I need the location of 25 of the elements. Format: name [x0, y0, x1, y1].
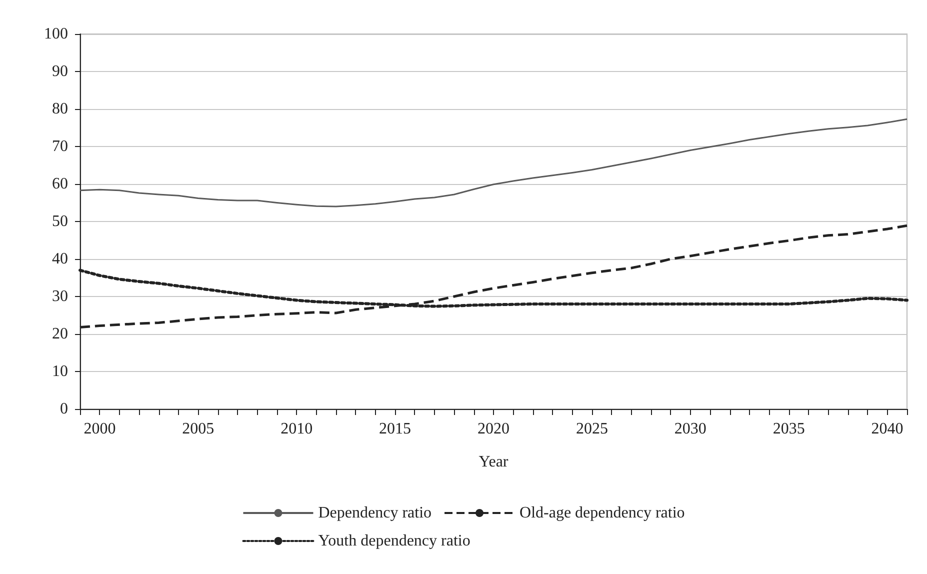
- y-tick-label: 30: [52, 288, 68, 305]
- y-tick-label: 10: [52, 363, 68, 380]
- x-tick-label: 2030: [674, 420, 706, 438]
- y-tick-label: 100: [44, 26, 68, 42]
- y-tick-label: 80: [52, 100, 68, 118]
- y-tick-label: 70: [52, 138, 68, 155]
- line-series: [79, 118, 908, 208]
- y-tick-label: 60: [52, 176, 68, 192]
- y-tick-label: 0: [60, 400, 68, 418]
- x-tick-label: 2025: [576, 420, 608, 438]
- x-tick-label: 2000: [84, 420, 116, 438]
- x-tick-label: 2010: [280, 420, 313, 438]
- legend-label: Dependency ratio: [318, 504, 432, 522]
- x-tick-label: 2005: [182, 420, 214, 438]
- x-tick-label: 2040: [871, 420, 904, 438]
- x-tick-label: 2020: [478, 420, 510, 438]
- x-axis-title: Year: [478, 454, 509, 470]
- y-tick-label: 20: [52, 326, 68, 342]
- x-tick-label: 2035: [772, 420, 805, 438]
- legend-label: Youth dependency ratio: [318, 532, 470, 550]
- legend-label: Old-age dependency ratio: [520, 504, 685, 522]
- y-tick-label: 50: [52, 213, 68, 230]
- x-tick-label: 2015: [379, 420, 412, 438]
- y-tick-label: 40: [52, 250, 68, 268]
- y-tick-label: 90: [52, 63, 68, 80]
